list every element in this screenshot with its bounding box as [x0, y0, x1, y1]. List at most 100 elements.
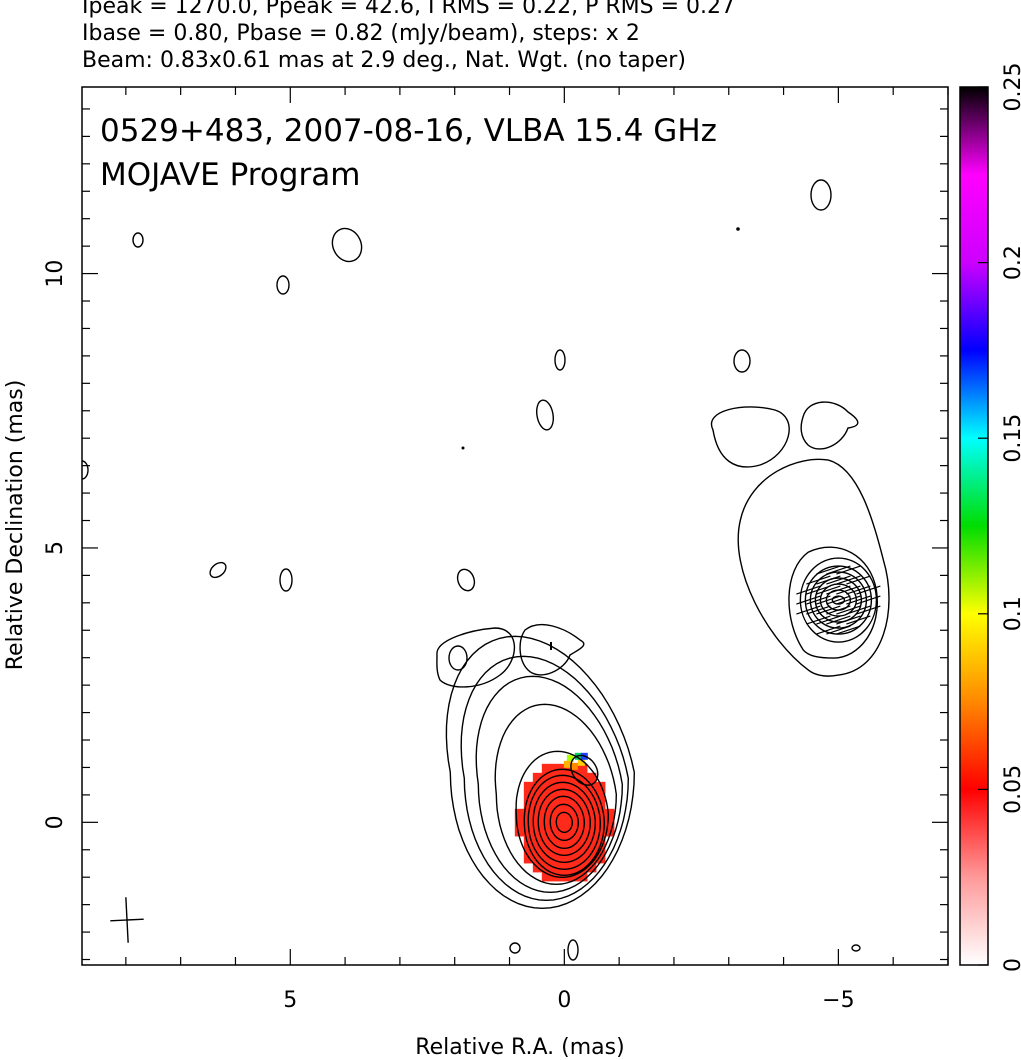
pol-vector	[826, 615, 851, 625]
pol-vector	[826, 585, 851, 595]
pol-pixel	[559, 862, 570, 873]
pol-vector	[836, 605, 861, 615]
pol-vector	[816, 605, 841, 615]
pol-vector	[836, 585, 861, 595]
pol-pixel	[541, 799, 552, 810]
knot-contour	[814, 577, 863, 623]
pol-pixel	[577, 844, 588, 855]
pol-pixel	[568, 826, 579, 837]
pol-pixel	[577, 862, 588, 873]
pol-pixel	[586, 853, 597, 864]
pol-pixel	[563, 760, 571, 768]
core-contour	[523, 768, 606, 877]
pol-pixel	[559, 763, 570, 774]
pol-vector	[806, 585, 831, 595]
pol-vector	[796, 605, 821, 615]
x-tick-label: −5	[822, 988, 854, 1013]
pol-vector	[836, 565, 861, 575]
pol-vector	[846, 585, 871, 595]
pol-pixel	[541, 790, 552, 801]
noise-contour	[810, 179, 832, 211]
x-tick-label: 0	[557, 988, 571, 1013]
pol-vector	[836, 625, 861, 635]
pol-pixel	[541, 853, 552, 864]
pol-pixel	[532, 853, 543, 864]
colorbar-tick-label: 0.25	[1001, 63, 1021, 112]
pol-pixel	[550, 772, 561, 783]
pol-pixel	[559, 772, 570, 783]
pol-pixel	[523, 853, 534, 864]
pol-vector	[826, 595, 851, 605]
noise-contour	[456, 568, 476, 592]
pol-pixel	[586, 808, 597, 819]
pol-vector	[806, 615, 831, 625]
pol-vector	[826, 605, 851, 615]
noise-contour	[736, 227, 740, 231]
map-subtitle: MOJAVE Program	[100, 157, 360, 193]
pol-pixel	[595, 781, 606, 792]
colorbar-tick-label: 0.05	[1001, 765, 1021, 814]
core-contour	[570, 754, 599, 786]
colorbar-tick-label: 0.2	[1001, 245, 1021, 280]
pol-pixel	[523, 835, 534, 846]
pol-vector	[826, 575, 851, 585]
pol-pixel	[541, 772, 552, 783]
knot-contour	[788, 546, 878, 659]
pol-vector	[856, 585, 881, 595]
pol-pixel	[550, 781, 561, 792]
pol-vector	[826, 625, 851, 635]
noise-contour	[509, 942, 521, 954]
colorbar-ticks	[978, 86, 988, 966]
pol-pixel	[577, 790, 588, 801]
knot-envelope	[737, 458, 890, 677]
pol-vector	[816, 625, 841, 635]
pol-pixel	[568, 790, 579, 801]
pol-pixel	[532, 808, 543, 819]
beam-line: Beam: 0.83x0.61 mas at 2.9 deg., Nat. Wg…	[82, 48, 686, 73]
pol-pixel	[568, 808, 579, 819]
pol-pixel	[523, 799, 534, 810]
pol-pixel	[541, 862, 552, 873]
x-axis-label: Relative R.A. (mas)	[415, 1035, 624, 1060]
knot-contour	[804, 565, 873, 635]
core-contour	[460, 655, 630, 902]
pol-pixel	[586, 844, 597, 855]
colorbar-tick-label: 0	[1001, 958, 1021, 972]
y-tick-label: 0	[43, 815, 68, 829]
pol-pixel	[595, 835, 606, 846]
core-contour	[537, 788, 592, 857]
pol-pixel	[568, 853, 579, 864]
pol-pixel	[595, 853, 606, 864]
colorbar	[959, 86, 989, 966]
pol-vector	[846, 575, 871, 585]
pol-pixel	[532, 799, 543, 810]
pol-vector	[806, 575, 831, 585]
pol-pixel	[541, 844, 552, 855]
y-axis-label: Relative Declination (mas)	[3, 380, 28, 671]
pol-pixel	[550, 808, 561, 819]
pol-vector	[846, 605, 871, 615]
pol-pixel	[559, 844, 570, 855]
pol-pixel	[577, 853, 588, 864]
core-contour	[494, 703, 618, 886]
pol-vector	[796, 585, 821, 595]
y-tick-label: 5	[43, 541, 68, 555]
core-contour	[527, 774, 602, 871]
pol-pixel	[532, 790, 543, 801]
pol-pixel	[595, 808, 606, 819]
pol-vector	[856, 595, 881, 605]
pol-pixel	[541, 835, 552, 846]
pol-vector	[816, 595, 841, 605]
pol-pixel	[568, 835, 579, 846]
pol-pixel	[568, 799, 579, 810]
pol-pixel	[577, 799, 588, 810]
noise-contour	[567, 939, 579, 961]
knot-contour	[831, 595, 846, 605]
pol-pixel	[541, 781, 552, 792]
cloud-contour	[436, 627, 516, 688]
pol-vector	[836, 595, 861, 605]
stats-line-2: Ibase = 0.80, Pbase = 0.82 (mJy/beam), s…	[82, 21, 640, 46]
core-contour	[532, 781, 597, 864]
pol-pixel	[559, 808, 570, 819]
